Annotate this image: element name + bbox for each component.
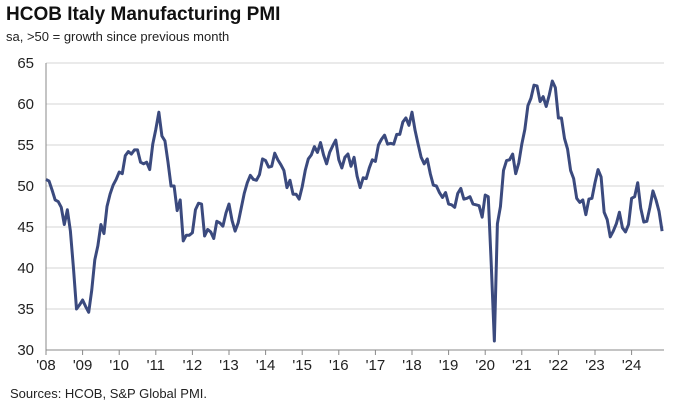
y-tick-label: 30 (17, 342, 34, 359)
x-tick-label: '21 (512, 357, 532, 374)
x-tick-label: '16 (329, 357, 349, 374)
x-tick-label: '08 (36, 357, 56, 374)
y-tick-label: 35 (17, 301, 34, 318)
chart-title: HCOB Italy Manufacturing PMI (6, 4, 281, 25)
x-tick-label: '12 (183, 357, 203, 374)
x-tick-label: '10 (109, 357, 129, 374)
y-tick-label: 55 (17, 137, 34, 154)
x-tick-label: '15 (292, 357, 312, 374)
x-tick-label: '17 (366, 357, 386, 374)
x-tick-label: '24 (622, 357, 642, 374)
x-tick-label: '23 (585, 357, 605, 374)
pmi-series-line (45, 79, 664, 343)
x-tick-label: '09 (73, 357, 93, 374)
x-tick-label: '20 (475, 357, 495, 374)
x-tick-label: '18 (402, 357, 422, 374)
x-tick-label: '22 (549, 357, 569, 374)
x-tick-label: '14 (256, 357, 276, 374)
y-tick-label: 65 (17, 55, 34, 72)
chart-source: Sources: HCOB, S&P Global PMI. (10, 386, 207, 401)
y-tick-label: 60 (17, 96, 34, 113)
chart-subtitle: sa, >50 = growth since previous month (6, 29, 230, 44)
y-tick-label: 40 (17, 260, 34, 277)
y-tick-label: 50 (17, 178, 34, 195)
x-tick-label: '11 (147, 357, 165, 374)
y-tick-label: 45 (17, 219, 34, 236)
x-tick-label: '19 (439, 357, 459, 374)
x-tick-label: '13 (219, 357, 239, 374)
